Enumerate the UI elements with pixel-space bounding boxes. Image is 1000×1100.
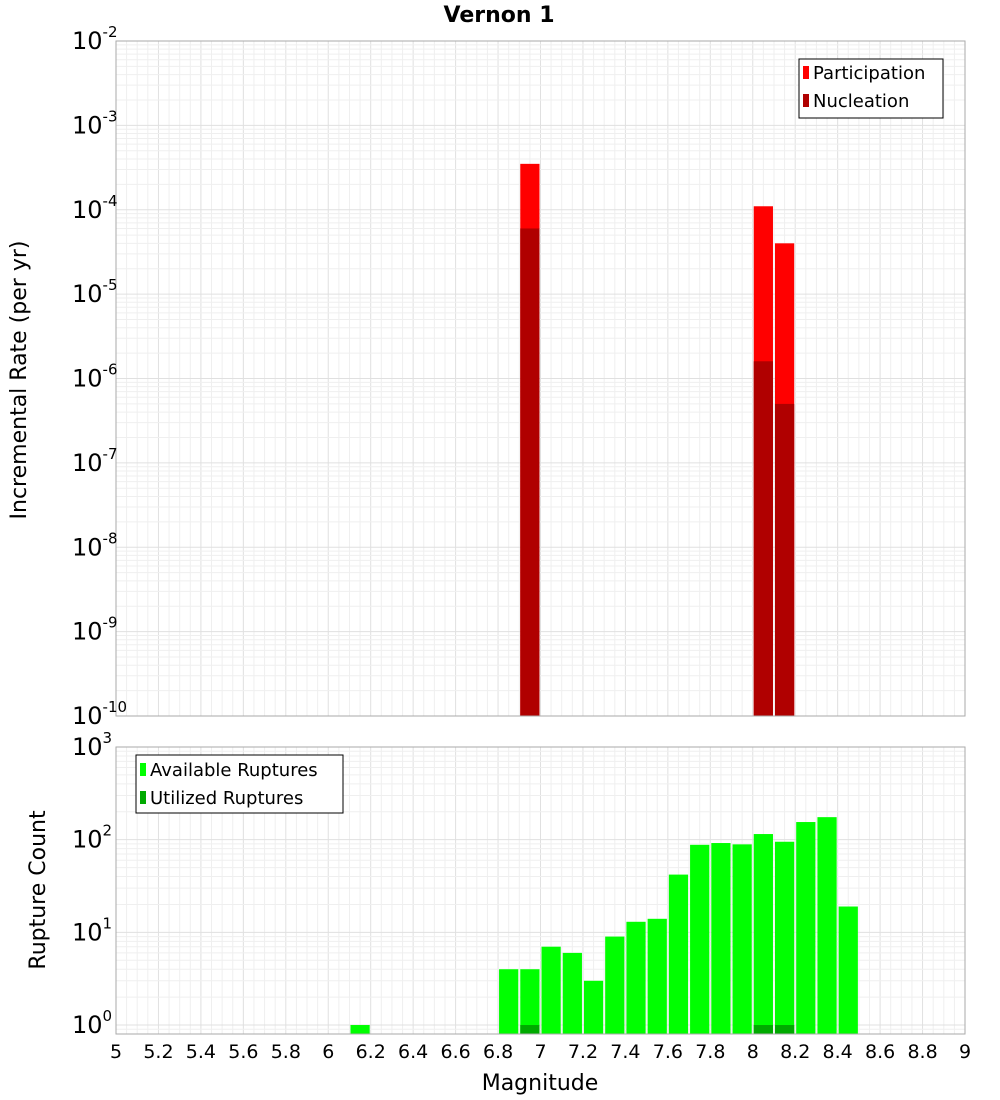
bottom-y-ticks: 103 102 101 100 [72, 729, 112, 1039]
bottom-bar-available-ruptures [774, 841, 795, 1034]
x-tick-label: 8.2 [780, 1041, 810, 1063]
bottom-y-tick-label: 100 [72, 1007, 112, 1039]
top-y-tick-label: 10-9 [72, 614, 118, 646]
top-grid [115, 40, 966, 717]
top-y-tick-label: 10-2 [72, 23, 118, 55]
top-bars [520, 163, 795, 717]
x-tick-label: 8.6 [865, 1041, 895, 1063]
x-tick-label: 6.4 [398, 1041, 428, 1063]
bottom-bar-available-ruptures [668, 874, 689, 1034]
top-legend: Participation Nucleation [798, 58, 944, 119]
x-tick-label: 7.8 [695, 1041, 725, 1063]
legend-swatch-available-ruptures [140, 763, 146, 776]
x-tick-label: 6.6 [440, 1041, 470, 1063]
x-tick-label: 7 [534, 1041, 546, 1063]
bottom-bar-available-ruptures [838, 906, 858, 1034]
legend-label-utilized-ruptures: Utilized Ruptures [150, 788, 303, 809]
x-tick-label: 7.2 [568, 1041, 598, 1063]
bottom-y-tick-label: 102 [72, 822, 112, 854]
bottom-bar-available-ruptures [605, 936, 625, 1034]
top-y-tick-label: 10-4 [72, 192, 118, 224]
legend-swatch-utilized-ruptures [140, 791, 146, 804]
bottom-bar-utilized-ruptures [520, 1025, 540, 1034]
x-tick-label: 8.8 [907, 1041, 937, 1063]
top-y-tick-label: 10-5 [72, 276, 118, 308]
top-y-tick-label: 10-3 [72, 107, 118, 139]
x-tick-label: 6.8 [483, 1041, 513, 1063]
top-y-tick-label: 10-10 [72, 698, 127, 730]
x-tick-label: 6.2 [356, 1041, 386, 1063]
legend-swatch-participation [803, 66, 809, 79]
bottom-bar-available-ruptures [753, 834, 773, 1034]
top-bar-nucleation [774, 403, 795, 716]
top-panel: 10-2 10-3 10-4 10-5 10-6 10-7 10-8 10-9 10-10 In… [7, 23, 966, 730]
x-tick-label: 8 [747, 1041, 759, 1063]
legend-swatch-nucleation [803, 94, 809, 107]
x-tick-label: 7.6 [653, 1041, 683, 1063]
x-axis-label: Magnitude [482, 1071, 599, 1096]
bottom-bar-available-ruptures [817, 817, 837, 1034]
top-y-axis-label: Incremental Rate (per yr) [7, 241, 32, 520]
legend-label-available-ruptures: Available Ruptures [150, 760, 318, 781]
bottom-y-tick-label: 103 [72, 729, 112, 761]
x-tick-label: 6 [322, 1041, 334, 1063]
bottom-bar-available-ruptures [732, 844, 752, 1034]
top-y-ticks: 10-2 10-3 10-4 10-5 10-6 10-7 10-8 10-9 10-10 [72, 23, 127, 730]
top-bar-nucleation [753, 361, 773, 716]
x-tick-label: 8.4 [823, 1041, 853, 1063]
bottom-y-axis-label: Rupture Count [26, 810, 51, 970]
x-tick-label: 5.4 [186, 1041, 216, 1063]
bottom-panel: 103 102 101 100 Rupture Count Available Rup… [26, 729, 966, 1039]
top-plot-frame [115, 40, 966, 717]
figure-title: Vernon 1 [444, 3, 555, 28]
x-tick-label: 5 [110, 1041, 122, 1063]
bottom-legend: Available Ruptures Utilized Ruptures [135, 754, 344, 814]
bottom-bar-available-ruptures [583, 980, 604, 1034]
bottom-bar-available-ruptures [796, 822, 816, 1034]
legend-label-nucleation: Nucleation [813, 91, 909, 112]
x-tick-label: 5.2 [143, 1041, 173, 1063]
bottom-plot-frame [115, 746, 966, 1035]
x-tick-label: 5.8 [271, 1041, 301, 1063]
bottom-bar-utilized-ruptures [753, 1025, 773, 1034]
x-tick-label: 9 [959, 1041, 971, 1063]
legend-label-participation: Participation [813, 63, 925, 84]
bottom-bar-available-ruptures [647, 918, 667, 1034]
x-tick-label: 7.4 [610, 1041, 640, 1063]
x-tick-label: 5.6 [228, 1041, 258, 1063]
bottom-y-tick-label: 101 [72, 914, 112, 946]
bottom-bar-available-ruptures [626, 921, 646, 1034]
bottom-bar-available-ruptures [562, 952, 582, 1034]
bottom-bar-available-ruptures [541, 946, 561, 1034]
top-y-tick-label: 10-8 [72, 529, 118, 561]
bottom-bar-available-ruptures [499, 969, 519, 1034]
bottom-bars [350, 817, 858, 1034]
top-legend-box [798, 58, 944, 119]
bottom-bar-available-ruptures [350, 1025, 370, 1034]
bottom-bar-available-ruptures [520, 969, 540, 1034]
top-bar-nucleation [520, 228, 540, 716]
bottom-bar-utilized-ruptures [774, 1025, 795, 1034]
bottom-bar-available-ruptures [690, 844, 710, 1034]
bottom-legend-box [135, 754, 344, 814]
x-tick-labels: 5 5.2 5.4 5.6 5.8 6 6.2 6.4 6.6 6.8 7 7.2 7.4 7.6 7.8 8… [110, 1041, 971, 1063]
bottom-bar-available-ruptures [711, 843, 731, 1034]
top-y-tick-label: 10-7 [72, 445, 118, 477]
top-y-tick-label: 10-6 [72, 361, 118, 393]
